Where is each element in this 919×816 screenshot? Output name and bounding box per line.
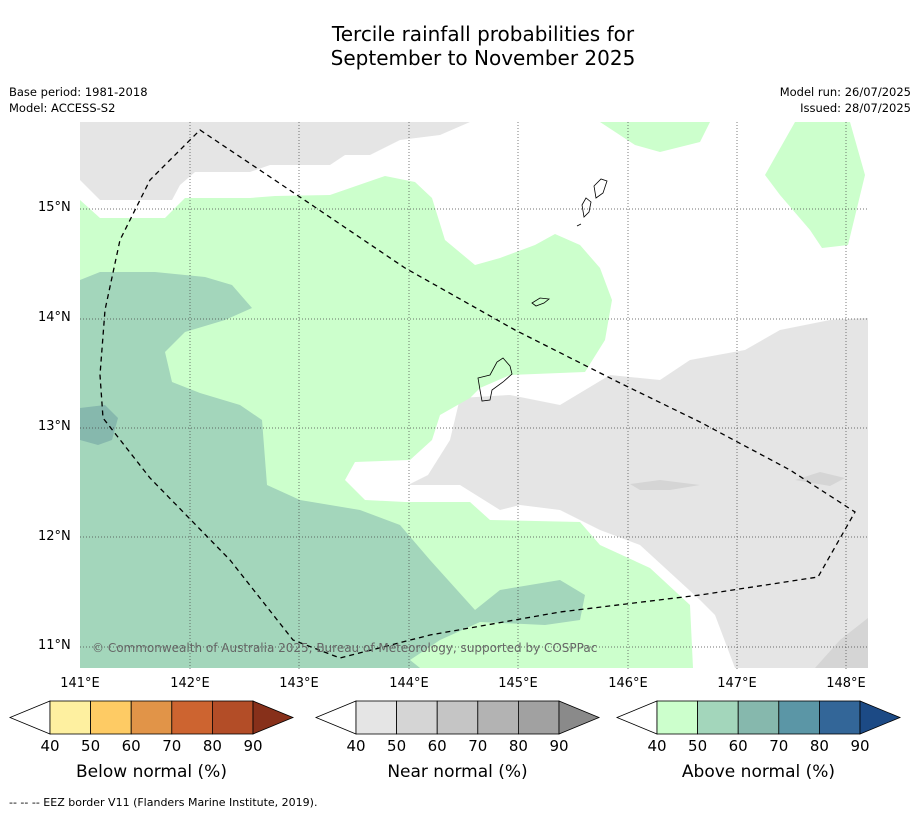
below-colorbar-tick: 90: [243, 737, 263, 755]
near-colorbar-high-arrow: [558, 700, 601, 735]
near-normal-patch-2: [795, 472, 845, 486]
lon-label-142e: 142°E: [170, 676, 210, 691]
below-colorbar-low-arrow: [8, 700, 51, 735]
below-colorbar-label: Below normal (%): [76, 762, 227, 782]
below-colorbar-segment: [211, 700, 254, 735]
near-colorbar-tick: 60: [427, 737, 447, 755]
map-title: Tercile rainfall probabilities for Septe…: [0, 22, 919, 70]
near-normal-patch-1: [630, 480, 700, 490]
island-guam: [477, 357, 513, 402]
above-colorbar-tick: 80: [809, 737, 829, 755]
model-run: Model run: 26/07/2025: [779, 85, 911, 99]
near-normal-region-east: [408, 318, 868, 668]
near-colorbar-tick: 40: [346, 737, 366, 755]
map-plot-area: [80, 122, 868, 669]
lat-label-14n: 14°N: [38, 310, 71, 325]
lat-label-15n: 15°N: [38, 200, 71, 215]
island-saipan: [593, 178, 608, 199]
island-tinian: [581, 197, 592, 218]
near-colorbar-tick: 50: [387, 737, 407, 755]
above-colorbar-high-arrow: [859, 700, 902, 735]
above-colorbar-tick: 50: [688, 737, 708, 755]
near-colorbar-low-arrow: [314, 700, 357, 735]
lon-label-143e: 143°E: [279, 676, 319, 691]
near-colorbar-segment: [396, 700, 438, 735]
above-normal-50-region: [80, 272, 585, 668]
above-colorbar-segment: [737, 700, 780, 735]
near-colorbar-segment: [355, 700, 397, 735]
island-rota: [531, 297, 551, 307]
above-colorbar-segment: [819, 700, 861, 735]
near-colorbar-label: Near normal (%): [387, 762, 528, 782]
near-colorbar-tick: 90: [549, 737, 569, 755]
near-colorbar-tick: 80: [508, 737, 528, 755]
above-colorbar-segment: [656, 700, 698, 735]
title-line-1: Tercile rainfall probabilities for: [331, 22, 635, 46]
above-colorbar-tick: 60: [728, 737, 748, 755]
below-colorbar-tick: 80: [202, 737, 222, 755]
near-colorbar-tick: 70: [468, 737, 488, 755]
above-colorbar-segment: [778, 700, 820, 735]
lat-label-13n: 13°N: [38, 419, 71, 434]
above-colorbar-tick: 40: [647, 737, 667, 755]
above-colorbar-low-arrow: [615, 700, 658, 735]
eez-legend-footer: -- -- -- EEZ border V11 (Flanders Marine…: [9, 796, 318, 809]
near-normal-region-se: [815, 618, 868, 668]
above-normal-region-n: [600, 122, 710, 152]
island-aguijan: [576, 223, 582, 227]
base-period: Base period: 1981-2018: [9, 85, 148, 99]
above-normal-60-patch: [80, 405, 118, 445]
below-colorbar-tick: 60: [121, 737, 141, 755]
lon-label-145e: 145°E: [498, 676, 538, 691]
below-colorbar-tick: 70: [162, 737, 182, 755]
lat-label-11n: 11°N: [38, 638, 71, 653]
gridlines: [80, 122, 868, 669]
near-colorbar-segment: [518, 700, 560, 735]
lon-label-148e: 148°E: [826, 676, 866, 691]
above-colorbar-segment: [697, 700, 739, 735]
eez-border: [99, 129, 856, 659]
meta-left: Base period: 1981-2018 Model: ACCESS-S2: [9, 84, 148, 116]
below-colorbar-segment: [49, 700, 91, 735]
title-line-2: September to November 2025: [330, 46, 636, 70]
near-normal-region-north: [80, 122, 470, 200]
model-name: Model: ACCESS-S2: [9, 101, 116, 115]
near-colorbar-segment: [436, 700, 479, 735]
below-colorbar-segment: [90, 700, 132, 735]
colorbars: [8, 700, 902, 735]
copyright-text: © Commonwealth of Australia 2025, Bureau…: [92, 641, 597, 655]
below-colorbar-high-arrow: [252, 700, 295, 735]
above-normal-region-ne: [765, 122, 865, 248]
below-colorbar-segment: [130, 700, 173, 735]
below-colorbar-tick: 50: [81, 737, 101, 755]
lon-label-146e: 146°E: [608, 676, 648, 691]
lon-label-141e: 141°E: [60, 676, 100, 691]
lon-label-147e: 147°E: [717, 676, 757, 691]
above-colorbar-tick: 90: [850, 737, 870, 755]
above-colorbar-label: Above normal (%): [681, 762, 836, 782]
above-colorbar-tick: 70: [769, 737, 789, 755]
lat-label-12n: 12°N: [38, 529, 71, 544]
below-colorbar-tick: 40: [40, 737, 60, 755]
below-colorbar-segment: [171, 700, 213, 735]
issued-date: Issued: 28/07/2025: [800, 101, 911, 115]
lon-label-144e: 144°E: [389, 676, 429, 691]
near-colorbar-segment: [477, 700, 519, 735]
meta-right: Model run: 26/07/2025 Issued: 28/07/2025: [780, 84, 911, 116]
